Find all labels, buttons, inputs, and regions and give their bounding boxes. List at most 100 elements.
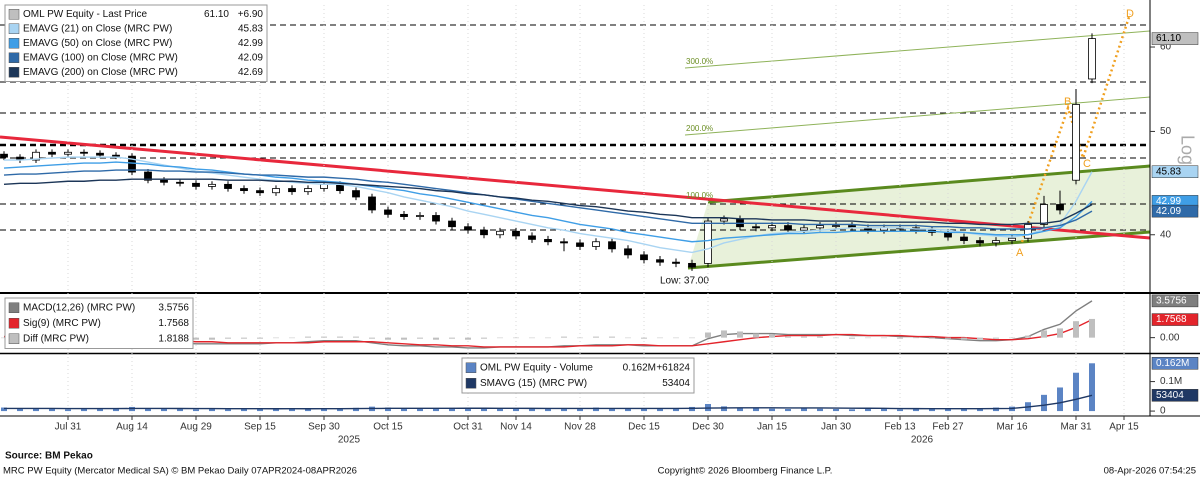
- series-line: [4, 156, 1093, 254]
- bar: [977, 408, 983, 412]
- bar: [721, 406, 727, 412]
- channel-lower: [687, 230, 1151, 270]
- bar: [193, 337, 199, 340]
- x-tick-label: Mar 31: [1060, 422, 1092, 433]
- legend-swatch: [465, 378, 477, 389]
- bar: [753, 408, 759, 412]
- legend-box: [4, 4, 268, 82]
- candle-body: [112, 154, 120, 157]
- series-line: [3, 169, 1093, 230]
- candle-body: [1008, 237, 1016, 241]
- candle-body: [768, 225, 776, 229]
- axis-tag: [1151, 32, 1199, 45]
- bar: [561, 336, 567, 338]
- bar: [273, 337, 279, 339]
- abcd-pattern: [1020, 13, 1132, 243]
- legend-label: Sig(9) (MRC PW): [23, 318, 101, 329]
- bar: [1089, 363, 1095, 412]
- bar: [801, 408, 807, 412]
- low-label: Low: 37.00: [660, 276, 709, 287]
- candle-body: [800, 227, 808, 231]
- bar: [641, 408, 647, 412]
- candle-body: [32, 151, 40, 161]
- bar: [705, 332, 711, 338]
- bar: [529, 337, 535, 339]
- point-label: D: [1126, 8, 1134, 20]
- series-line: [3, 161, 1093, 243]
- axis-tag-label: 42.99: [1156, 196, 1181, 207]
- bar: [225, 409, 231, 412]
- candle-body: [480, 229, 488, 236]
- candle-body: [512, 230, 520, 237]
- bar: [497, 337, 503, 339]
- year-label: 2026: [911, 435, 934, 446]
- y-tick-label: 0.00: [1160, 332, 1180, 343]
- bar: [81, 408, 87, 412]
- x-tick-label: Aug 14: [116, 422, 148, 433]
- legend-label: OML PW Equity - Last Price: [23, 9, 148, 20]
- y-tick-label: 40: [1160, 229, 1172, 240]
- bar: [1041, 394, 1047, 412]
- bar: [193, 409, 199, 412]
- bar: [577, 408, 583, 412]
- candle-body: [96, 152, 104, 156]
- bar: [513, 337, 519, 339]
- bar: [657, 337, 663, 339]
- legend-value: 42.99: [238, 38, 263, 49]
- axis-tag: [1151, 204, 1199, 218]
- bar: [417, 408, 423, 412]
- series-line: [3, 178, 1093, 226]
- legend-value: 1.7568: [158, 318, 189, 329]
- bar: [449, 407, 455, 412]
- candle-body: [576, 242, 584, 247]
- candle-body: [464, 226, 472, 231]
- bar: [465, 408, 471, 412]
- candle-body: [1072, 104, 1080, 181]
- bar: [401, 408, 407, 412]
- bar: [225, 337, 231, 339]
- bar: [593, 336, 599, 338]
- bar: [145, 408, 151, 412]
- bar: [369, 337, 375, 339]
- fib-label: 300.0%: [686, 57, 713, 66]
- candle-body: [960, 236, 968, 241]
- bar: [865, 408, 871, 412]
- bar: [945, 337, 951, 339]
- candle-body: [544, 238, 552, 243]
- bar: [897, 337, 903, 339]
- bar: [513, 408, 519, 412]
- axis-tag-label: 3.5756: [1156, 296, 1187, 307]
- legend-value: 0.162M: [623, 362, 656, 373]
- candle-body: [784, 225, 792, 231]
- candle-body: [80, 151, 88, 154]
- candle-body: [496, 230, 504, 236]
- series-line: [4, 394, 1093, 410]
- candle-body: [1088, 38, 1096, 80]
- legend-label: EMAVG (200) on Close (MRC PW): [23, 67, 178, 78]
- bar: [929, 337, 935, 339]
- bar: [721, 330, 727, 338]
- fib-line: [684, 30, 1151, 69]
- candle-body: [592, 241, 600, 247]
- bar: [1073, 321, 1079, 338]
- axis-tag-label: 61.10: [1156, 33, 1181, 44]
- bar: [465, 337, 471, 340]
- x-tick-label: Jan 15: [757, 422, 787, 433]
- candle-body: [656, 259, 664, 263]
- bar: [321, 408, 327, 412]
- bar: [657, 408, 663, 412]
- point-label: B: [1064, 96, 1071, 108]
- candle-body: [64, 151, 72, 155]
- bar: [241, 408, 247, 412]
- bar: [289, 408, 295, 412]
- candle-body: [0, 153, 8, 158]
- axis-tag: [1151, 165, 1199, 178]
- candle-body: [704, 220, 712, 264]
- bar: [593, 407, 599, 412]
- bar: [785, 336, 791, 338]
- candle-body: [608, 241, 616, 250]
- legend-swatch: [8, 67, 20, 78]
- bar: [769, 408, 775, 412]
